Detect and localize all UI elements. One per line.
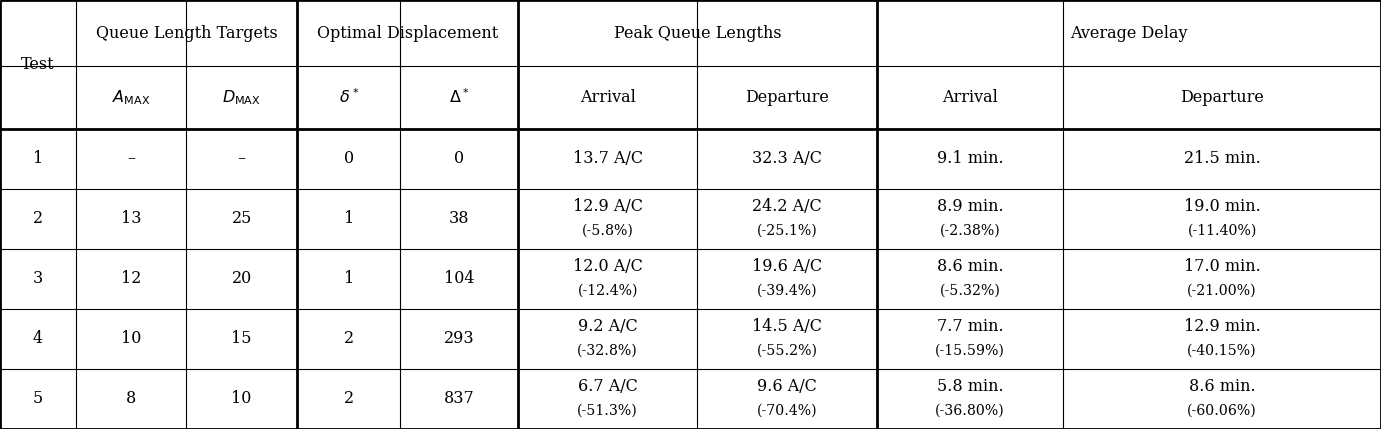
Text: (-15.59%): (-15.59%) <box>935 344 1005 358</box>
Text: 20: 20 <box>232 270 251 287</box>
Text: (-40.15%): (-40.15%) <box>1188 344 1257 358</box>
Text: $A_\mathrm{MAX}$: $A_\mathrm{MAX}$ <box>112 88 151 107</box>
Text: 19.6 A/C: 19.6 A/C <box>753 258 822 275</box>
Text: $D_\mathrm{MAX}$: $D_\mathrm{MAX}$ <box>222 88 261 107</box>
Text: 9.6 A/C: 9.6 A/C <box>757 378 818 396</box>
Text: (-5.8%): (-5.8%) <box>581 224 634 238</box>
Text: 8: 8 <box>126 390 137 408</box>
Text: (-21.00%): (-21.00%) <box>1188 284 1257 298</box>
Text: 17.0 min.: 17.0 min. <box>1184 258 1261 275</box>
Text: 1: 1 <box>33 150 43 167</box>
Text: (-39.4%): (-39.4%) <box>757 284 818 298</box>
Text: (-60.06%): (-60.06%) <box>1188 404 1257 418</box>
Text: Arrival: Arrival <box>580 89 635 106</box>
Text: 7.7 min.: 7.7 min. <box>936 318 1004 335</box>
Text: $\Delta^*$: $\Delta^*$ <box>449 88 470 107</box>
Text: Departure: Departure <box>1181 89 1264 106</box>
Text: 1: 1 <box>344 210 354 227</box>
Text: 0: 0 <box>454 150 464 167</box>
Text: 14.5 A/C: 14.5 A/C <box>753 318 822 335</box>
Text: 8.6 min.: 8.6 min. <box>1189 378 1255 396</box>
Text: 2: 2 <box>344 390 354 408</box>
Text: 293: 293 <box>443 330 475 347</box>
Text: 21.5 min.: 21.5 min. <box>1184 150 1261 167</box>
Text: 8.9 min.: 8.9 min. <box>936 198 1004 215</box>
Text: (-25.1%): (-25.1%) <box>757 224 818 238</box>
Text: 25: 25 <box>232 210 251 227</box>
Text: 2: 2 <box>33 210 43 227</box>
Text: 12.0 A/C: 12.0 A/C <box>573 258 642 275</box>
Text: Average Delay: Average Delay <box>1070 25 1188 42</box>
Text: 10: 10 <box>122 330 141 347</box>
Text: –: – <box>127 150 135 167</box>
Text: (-2.38%): (-2.38%) <box>940 224 1000 238</box>
Text: 4: 4 <box>33 330 43 347</box>
Text: 38: 38 <box>449 210 470 227</box>
Text: 5: 5 <box>33 390 43 408</box>
Text: 19.0 min.: 19.0 min. <box>1184 198 1261 215</box>
Text: 8.6 min.: 8.6 min. <box>936 258 1004 275</box>
Text: 10: 10 <box>232 390 251 408</box>
Text: Queue Length Targets: Queue Length Targets <box>95 25 278 42</box>
Text: (-11.40%): (-11.40%) <box>1188 224 1257 238</box>
Text: 13.7 A/C: 13.7 A/C <box>573 150 642 167</box>
Text: 12.9 A/C: 12.9 A/C <box>573 198 642 215</box>
Text: 6.7 A/C: 6.7 A/C <box>577 378 638 396</box>
Text: 32.3 A/C: 32.3 A/C <box>753 150 822 167</box>
Text: 0: 0 <box>344 150 354 167</box>
Text: (-32.8%): (-32.8%) <box>577 344 638 358</box>
Text: 3: 3 <box>33 270 43 287</box>
Text: Test: Test <box>21 56 55 73</box>
Text: 24.2 A/C: 24.2 A/C <box>753 198 822 215</box>
Text: 15: 15 <box>232 330 251 347</box>
Text: 12.9 min.: 12.9 min. <box>1184 318 1261 335</box>
Text: (-36.80%): (-36.80%) <box>935 404 1005 418</box>
Text: $\delta^*$: $\delta^*$ <box>338 88 359 107</box>
Text: 9.1 min.: 9.1 min. <box>936 150 1004 167</box>
Text: 5.8 min.: 5.8 min. <box>936 378 1004 396</box>
Text: –: – <box>238 150 246 167</box>
Text: (-12.4%): (-12.4%) <box>577 284 638 298</box>
Text: (-70.4%): (-70.4%) <box>757 404 818 418</box>
Text: (-51.3%): (-51.3%) <box>577 404 638 418</box>
Text: 104: 104 <box>443 270 475 287</box>
Text: 837: 837 <box>443 390 475 408</box>
Text: 2: 2 <box>344 330 354 347</box>
Text: Arrival: Arrival <box>942 89 998 106</box>
Text: Departure: Departure <box>746 89 829 106</box>
Text: 9.2 A/C: 9.2 A/C <box>577 318 638 335</box>
Text: 1: 1 <box>344 270 354 287</box>
Text: (-5.32%): (-5.32%) <box>939 284 1001 298</box>
Text: 12: 12 <box>122 270 141 287</box>
Text: Peak Queue Lengths: Peak Queue Lengths <box>613 25 782 42</box>
Text: Optimal Displacement: Optimal Displacement <box>316 25 499 42</box>
Text: (-55.2%): (-55.2%) <box>757 344 818 358</box>
Text: 13: 13 <box>122 210 141 227</box>
